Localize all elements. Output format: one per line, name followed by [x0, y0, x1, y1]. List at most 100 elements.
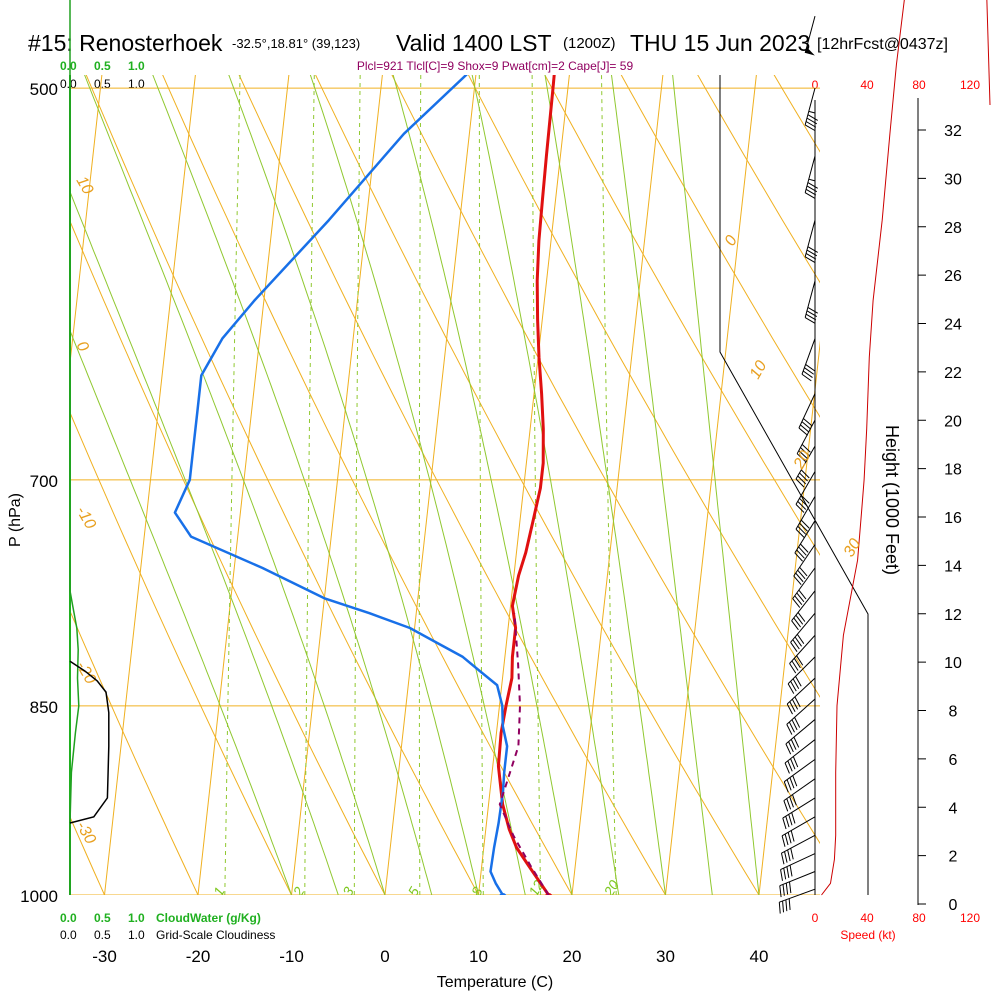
barb-flag — [792, 598, 801, 608]
wind-barb — [793, 544, 816, 585]
zulu-time: (1200Z) — [563, 35, 616, 52]
x-axis-label: Temperature (C) — [437, 974, 553, 991]
barb-staff — [791, 590, 816, 622]
temperature-tick: 30 — [656, 947, 675, 966]
barb-flag — [790, 830, 795, 842]
barb-flag — [797, 501, 807, 510]
barb-staff — [784, 739, 816, 764]
barb-staff — [792, 567, 816, 599]
isotherm-line — [70, 75, 103, 368]
top-cw-2: 1.0 — [128, 59, 145, 73]
barb-staff — [789, 634, 816, 664]
mixing-ratio-label: 8 — [468, 884, 486, 899]
barb-flag — [788, 814, 793, 826]
dry-adiabat-line — [544, 75, 820, 556]
barb-flag — [786, 724, 793, 735]
wind-barb — [778, 888, 816, 914]
height-tick-label: 16 — [944, 510, 962, 527]
pressure-tick: 500 — [30, 80, 58, 99]
y-axis-label: P (hPa) — [7, 493, 24, 547]
temperature-tick: 10 — [469, 947, 488, 966]
dry-adiabat-line — [70, 815, 106, 895]
barb-flag — [791, 699, 799, 710]
isotherm-line — [571, 75, 664, 895]
barb-flag — [788, 898, 791, 910]
top-cloudwater-scale: 0.0 0.5 1.0 — [60, 59, 145, 73]
barb-flag — [786, 798, 792, 810]
barb-flag — [805, 363, 816, 372]
bot-cl-title: Grid-Scale Cloudiness — [156, 928, 275, 942]
barb-flag — [783, 868, 787, 880]
barb-flag — [785, 743, 792, 755]
barb-flag — [782, 817, 787, 830]
height-tick-label: 8 — [949, 704, 958, 721]
barb-flag — [784, 762, 790, 774]
barb-staff — [795, 496, 816, 530]
height-tick-label: 12 — [944, 607, 962, 624]
barb-flag — [803, 418, 813, 427]
height-tick-label: 14 — [944, 558, 962, 575]
moist-adiabat-line — [70, 190, 339, 895]
top-cl-0: 0.0 — [60, 77, 77, 91]
dry-adiabat-line — [70, 411, 293, 895]
barb-flag — [791, 719, 798, 731]
height-tick-label: 32 — [944, 123, 962, 140]
top-cloudiness-scale: 0.0 0.5 1.0 — [60, 77, 145, 91]
bot-cl-2: 1.0 — [128, 928, 145, 942]
wind-barb — [794, 520, 816, 562]
wind-barb — [784, 739, 816, 774]
bot-spd-0: 0 — [812, 911, 819, 925]
bot-spd-title: Speed (kt) — [840, 928, 895, 942]
barb-flag — [807, 306, 818, 314]
temperature-tick: -30 — [92, 947, 117, 966]
isotherm-line — [758, 340, 820, 895]
barb-staff — [785, 719, 816, 745]
temperature-tick: -10 — [279, 947, 304, 966]
top-spd-1: 40 — [860, 78, 874, 92]
barb-flag — [795, 572, 804, 583]
barb-flag — [794, 636, 802, 647]
wind-speed-profile — [821, 0, 991, 896]
dry-adiabat-label: -20 — [73, 659, 99, 688]
mixing-ratio-line — [601, 75, 617, 895]
dry-adiabat-label: 10 — [73, 174, 97, 198]
moist-adiabat-line — [544, 75, 666, 895]
barb-flag — [795, 478, 805, 488]
forecast-tag: [12hrFcst@0437z] — [817, 36, 948, 53]
isotherm-label: 30 — [841, 536, 865, 560]
barb-flag — [796, 453, 806, 462]
wind-barb — [795, 445, 816, 488]
barb-flag — [790, 848, 794, 860]
wind-barb — [801, 338, 816, 382]
barb-staff — [793, 544, 816, 577]
barb-staff — [804, 16, 816, 53]
barb-flag — [778, 902, 781, 914]
isotherm-line — [665, 75, 757, 895]
barb-flag — [779, 885, 782, 898]
isotherm-line — [853, 0, 1000, 895]
height-axis-label: Height (1000 Feet) — [882, 425, 902, 575]
wind-barb — [789, 634, 816, 674]
barb-flag — [782, 884, 785, 896]
barb-flag — [793, 658, 801, 669]
isotherm-line — [291, 75, 383, 895]
stability-indices: Plcl=921 Tlcl[C]=9 Shox=9 Pwat[cm]=2 Cap… — [357, 59, 634, 73]
dry-adiabat-line — [391, 75, 820, 845]
station-title: #15: Renosterhoek — [28, 30, 223, 56]
barb-flag — [785, 816, 790, 828]
barb-flag — [801, 421, 811, 430]
barb-flag — [796, 634, 805, 644]
isotherm-label: 20 — [790, 448, 814, 473]
bot-spd-3: 120 — [960, 911, 980, 925]
barb-staff — [783, 758, 816, 783]
mixing-ratio-line — [478, 75, 484, 895]
cloudwater-profile-line — [69, 0, 80, 895]
moist-adiabat-line — [70, 329, 292, 895]
series-temperature-line — [496, 75, 556, 895]
bot-cw-2: 1.0 — [128, 911, 145, 925]
wind-barb — [783, 778, 816, 812]
barb-flag — [780, 869, 783, 881]
mixing-ratio-label: 5 — [404, 884, 422, 899]
barb-flag — [799, 566, 808, 577]
